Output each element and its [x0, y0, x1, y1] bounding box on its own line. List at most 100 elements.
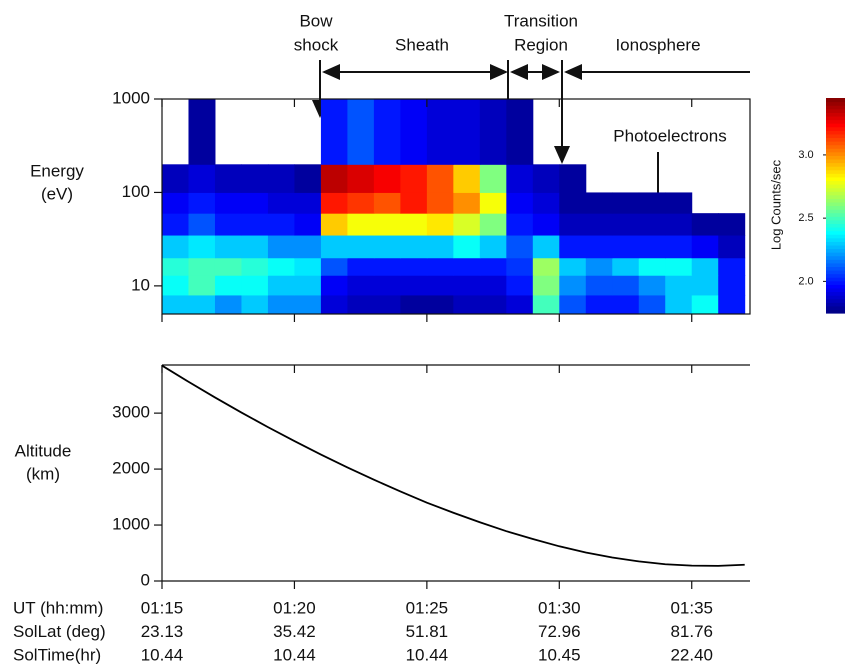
heatmap-cell	[347, 213, 375, 236]
y-tick-label: 3000	[112, 403, 150, 422]
heatmap-cell	[506, 99, 534, 165]
heatmap-cell	[453, 275, 481, 296]
heatmap-cell	[426, 99, 454, 165]
colorbar-step	[826, 244, 845, 250]
table-row-label: SolTime(hr)	[13, 645, 101, 664]
table-value: 81.76	[670, 622, 713, 641]
colorbar-step	[826, 287, 845, 293]
heatmap-cell	[214, 235, 242, 259]
table-value: 10.44	[141, 645, 184, 664]
colorbar-step	[826, 194, 845, 199]
heatmap-cell	[400, 275, 428, 296]
heatmap-cell	[214, 213, 242, 236]
colorbar-step	[826, 133, 845, 139]
heatmap-cell	[294, 257, 322, 276]
heatmap-cell	[638, 257, 666, 276]
colorbar-step	[826, 119, 845, 124]
heatmap-cell	[426, 192, 454, 214]
heatmap-cell	[241, 192, 269, 214]
heatmap-cell	[559, 192, 587, 214]
heatmap-cell	[373, 257, 401, 276]
colorbar-step	[826, 176, 845, 182]
heatmap-cell	[718, 235, 746, 259]
heatmap-cell	[214, 294, 242, 315]
heatmap-cell	[426, 257, 454, 276]
heatmap-cell	[638, 294, 666, 315]
colorbar-step	[826, 248, 845, 253]
heatmap-cell	[479, 99, 507, 165]
heatmap-cell	[585, 235, 613, 259]
heatmap-cell	[162, 192, 189, 214]
colorbar-step	[826, 212, 845, 217]
heatmap-cell	[532, 294, 560, 315]
table-value: 10.44	[406, 645, 449, 664]
heatmap-cell	[612, 192, 640, 214]
y-tick-label: 1000	[112, 88, 150, 107]
annotation: Ionosphere	[615, 35, 700, 54]
heatmap-cell	[718, 294, 746, 315]
colorbar-step	[826, 169, 845, 174]
heatmap-cell	[506, 275, 534, 296]
colorbar-tick-label: 2.0	[798, 275, 813, 287]
colorbar-step	[826, 137, 845, 142]
heatmap-cell	[320, 257, 348, 276]
heatmap-cell	[373, 275, 401, 296]
heatmap-cell	[241, 164, 269, 193]
heatmap-cell	[559, 235, 587, 259]
heatmap-cell	[691, 213, 719, 236]
colorbar-step	[826, 266, 845, 271]
heatmap-cell	[162, 294, 189, 315]
table-value: 10.45	[538, 645, 581, 664]
y-tick-label: 0	[141, 570, 150, 589]
heatmap-cell	[479, 235, 507, 259]
heatmap-cell	[559, 164, 587, 193]
heatmap-cell	[241, 235, 269, 259]
table-value: 35.42	[273, 622, 316, 641]
heatmap-cell	[506, 294, 534, 315]
heatmap-cell	[453, 164, 481, 193]
heatmap-cell	[718, 275, 746, 296]
colorbar-step	[826, 259, 845, 264]
colorbar-step	[826, 166, 845, 171]
heatmap-cell	[267, 192, 295, 214]
heatmap-cell	[665, 294, 693, 315]
colorbar-tick-label: 2.5	[798, 212, 813, 224]
colorbar-step	[826, 305, 845, 311]
heatmap-cell	[267, 275, 295, 296]
table-value: 72.96	[538, 622, 581, 641]
heatmap-cell	[612, 275, 640, 296]
annotation-arrows	[312, 60, 750, 256]
heatmap-cell	[559, 294, 587, 315]
heatmap-cell	[347, 164, 375, 193]
heatmap-cell	[612, 235, 640, 259]
heatmap-cell	[691, 294, 719, 315]
colorbar-step	[826, 158, 845, 164]
colorbar-step	[826, 309, 845, 314]
heatmap-cell	[267, 213, 295, 236]
y-tick-label: 1000	[112, 515, 150, 534]
heatmap-cell	[718, 257, 746, 276]
heatmap-cell	[214, 257, 242, 276]
heatmap-cell	[188, 235, 216, 259]
colorbar-step	[826, 141, 845, 146]
heatmap-cell	[188, 164, 216, 193]
table-row-label: UT (hh:mm)	[13, 598, 103, 617]
heatmap-cell	[453, 235, 481, 259]
heatmap-cell	[241, 275, 269, 296]
colorbar-step	[826, 291, 845, 296]
colorbar-step	[826, 198, 845, 203]
heatmap-cell	[532, 235, 560, 259]
heatmap-cell	[612, 257, 640, 276]
y-axis-label: Altitude	[15, 441, 72, 460]
heatmap-cell	[426, 294, 454, 315]
heatmap-cell	[585, 192, 613, 214]
annotation: shock	[294, 35, 339, 54]
heatmap-cell	[718, 213, 746, 236]
colorbar-step	[826, 105, 845, 110]
heatmap-cell	[188, 213, 216, 236]
heatmap-cell	[453, 294, 481, 315]
heatmap-cell	[638, 192, 666, 214]
heatmap-cell	[214, 164, 242, 193]
colorbar-step	[826, 252, 845, 257]
heatmap-cell	[267, 294, 295, 315]
